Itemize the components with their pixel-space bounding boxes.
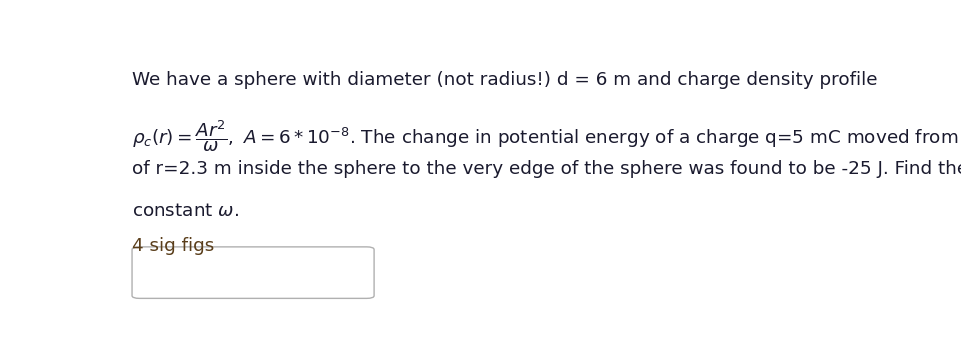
Text: We have a sphere with diameter (not radius!) d = 6 m and charge density profile: We have a sphere with diameter (not radi… xyxy=(132,71,877,89)
Text: constant $\omega$.: constant $\omega$. xyxy=(132,202,239,220)
Text: 4 sig figs: 4 sig figs xyxy=(132,237,214,256)
Text: $\rho_c(r) = \dfrac{Ar^2}{\omega}$$,\ A = 6 * 10^{-8}$. The change in potential : $\rho_c(r) = \dfrac{Ar^2}{\omega}$$,\ A … xyxy=(132,118,961,154)
Text: of r=2.3 m inside the sphere to the very edge of the sphere was found to be -25 : of r=2.3 m inside the sphere to the very… xyxy=(132,160,961,178)
FancyBboxPatch shape xyxy=(132,247,374,298)
